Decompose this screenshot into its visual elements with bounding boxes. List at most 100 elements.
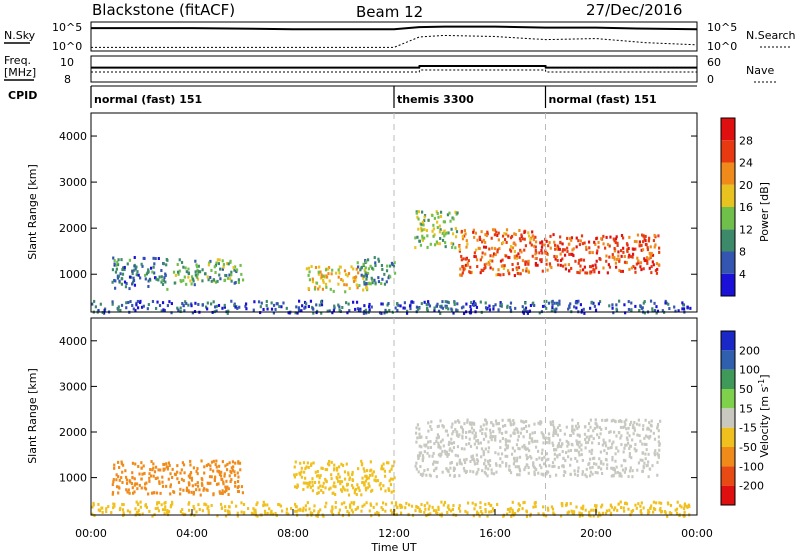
data-cell [569, 502, 572, 506]
data-cell [365, 286, 368, 290]
data-cell [105, 507, 108, 511]
data-cell [392, 264, 396, 268]
data-cell [581, 470, 584, 474]
data-cell [210, 475, 213, 479]
data-cell [302, 461, 306, 465]
data-cell [518, 469, 522, 473]
data-cell [197, 264, 200, 268]
data-cell [550, 505, 554, 509]
data-cell [250, 511, 254, 515]
data-cell [437, 505, 440, 509]
data-cell [600, 505, 603, 509]
data-cell [464, 509, 467, 513]
data-cell [234, 484, 237, 488]
data-cell [125, 481, 129, 485]
data-cell [445, 451, 449, 455]
data-cell [476, 238, 479, 242]
data-cell [637, 502, 640, 506]
data-cell [422, 472, 425, 476]
data-cell [643, 237, 646, 241]
data-cell [645, 243, 648, 247]
data-cell [643, 461, 646, 465]
data-cell [164, 273, 167, 277]
data-cell [633, 447, 636, 451]
data-cell [230, 279, 233, 283]
data-cell [511, 511, 514, 515]
data-cell [552, 511, 555, 515]
data-cell [188, 476, 192, 480]
data-cell [484, 306, 488, 310]
data-cell [265, 304, 268, 308]
data-cell [165, 263, 168, 267]
data-cell [266, 503, 269, 507]
data-cell [567, 242, 571, 246]
data-cell [493, 247, 497, 251]
data-cell [206, 301, 209, 305]
data-cell [503, 232, 506, 236]
data-cell [473, 436, 476, 440]
data-cell [488, 262, 491, 266]
data-cell [215, 465, 218, 469]
data-cell [609, 235, 612, 239]
data-cell [446, 231, 449, 235]
data-cell [559, 258, 563, 262]
data-cell [132, 307, 135, 311]
data-cell [152, 466, 155, 470]
data-cell [114, 286, 117, 290]
data-cell [184, 512, 187, 516]
data-cell [374, 479, 378, 483]
data-cell [471, 457, 474, 461]
data-cell [360, 265, 364, 269]
data-cell [230, 270, 233, 274]
data-cell [287, 512, 290, 516]
data-cell [381, 508, 384, 512]
data-cell [454, 210, 457, 214]
data-cell [498, 430, 501, 434]
data-cell [362, 276, 365, 280]
data-cell [181, 508, 184, 512]
data-cell [435, 475, 438, 479]
data-cell [473, 507, 476, 511]
data-cell [631, 469, 634, 473]
data-cell [256, 501, 259, 505]
data-cell [396, 302, 399, 306]
data-cell [240, 272, 243, 276]
data-cell [534, 256, 537, 260]
data-cell [324, 477, 327, 481]
data-cell [499, 273, 502, 277]
data-cell [522, 501, 525, 505]
data-cell [418, 451, 421, 455]
data-cell [149, 266, 153, 270]
data-cell [576, 422, 580, 426]
data-cell [544, 514, 548, 518]
data-cell [418, 435, 421, 439]
data-cell [387, 461, 390, 465]
data-cell [176, 464, 179, 468]
data-cell [440, 512, 443, 516]
data-cell [686, 305, 689, 309]
data-cell [381, 267, 384, 271]
data-cell [180, 477, 184, 481]
data-cell [239, 468, 242, 472]
data-cell [428, 504, 431, 508]
data-cell [513, 250, 516, 254]
data-cell [583, 311, 586, 315]
data-cell [134, 462, 137, 466]
data-cell [631, 509, 635, 513]
data-cell [649, 434, 652, 438]
data-cell [147, 270, 150, 274]
data-cell [658, 448, 661, 452]
data-cell [219, 502, 223, 506]
data-cell [640, 248, 643, 252]
data-cell [451, 449, 454, 453]
data-cell [462, 466, 466, 470]
data-cell [518, 272, 521, 276]
data-cell [219, 267, 222, 271]
data-cell [299, 473, 302, 477]
data-cell [482, 268, 485, 272]
data-cell [481, 512, 484, 516]
data-cell [623, 303, 626, 307]
data-cell [545, 306, 548, 310]
data-cell [648, 257, 651, 261]
data-cell [470, 455, 473, 459]
